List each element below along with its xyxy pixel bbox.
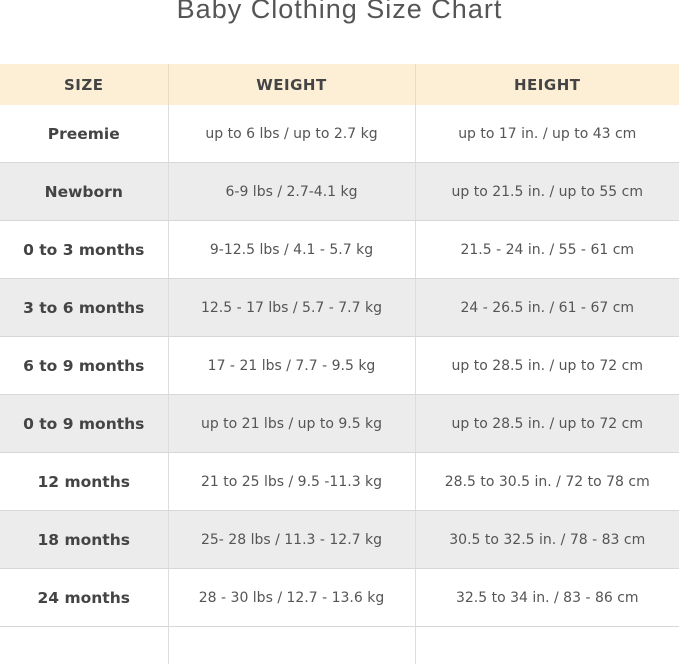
weight-cell: 21 to 25 lbs / 9.5 -11.3 kg <box>168 453 415 511</box>
empty-cell <box>415 627 679 664</box>
height-cell: up to 17 in. / up to 43 cm <box>415 105 679 163</box>
size-cell: Preemie <box>0 105 168 163</box>
header-weight: WEIGHT <box>168 64 415 105</box>
empty-cell <box>0 627 168 664</box>
weight-cell: 6-9 lbs / 2.7-4.1 kg <box>168 163 415 221</box>
weight-cell: 9-12.5 lbs / 4.1 - 5.7 kg <box>168 221 415 279</box>
size-cell: Newborn <box>0 163 168 221</box>
size-cell: 6 to 9 months <box>0 337 168 395</box>
header-row: SIZE WEIGHT HEIGHT <box>0 64 679 105</box>
page-title: Baby Clothing Size Chart <box>0 0 679 25</box>
height-cell: 21.5 - 24 in. / 55 - 61 cm <box>415 221 679 279</box>
height-cell: 32.5 to 34 in. / 83 - 86 cm <box>415 569 679 627</box>
size-cell: 12 months <box>0 453 168 511</box>
size-cell: 0 to 9 months <box>0 395 168 453</box>
height-cell: up to 28.5 in. / up to 72 cm <box>415 337 679 395</box>
weight-cell: up to 21 lbs / up to 9.5 kg <box>168 395 415 453</box>
height-cell: 28.5 to 30.5 in. / 72 to 78 cm <box>415 453 679 511</box>
empty-row <box>0 627 679 664</box>
height-cell: 24 - 26.5 in. / 61 - 67 cm <box>415 279 679 337</box>
weight-cell: 12.5 - 17 lbs / 5.7 - 7.7 kg <box>168 279 415 337</box>
weight-cell: 28 - 30 lbs / 12.7 - 13.6 kg <box>168 569 415 627</box>
height-cell: 30.5 to 32.5 in. / 78 - 83 cm <box>415 511 679 569</box>
header-height: HEIGHT <box>415 64 679 105</box>
height-cell: up to 28.5 in. / up to 72 cm <box>415 395 679 453</box>
weight-cell: 17 - 21 lbs / 7.7 - 9.5 kg <box>168 337 415 395</box>
size-cell: 24 months <box>0 569 168 627</box>
header-size: SIZE <box>0 64 168 105</box>
height-cell: up to 21.5 in. / up to 55 cm <box>415 163 679 221</box>
size-cell: 0 to 3 months <box>0 221 168 279</box>
empty-cell <box>168 627 415 664</box>
weight-cell: up to 6 lbs / up to 2.7 kg <box>168 105 415 163</box>
size-cell: 18 months <box>0 511 168 569</box>
size-cell: 3 to 6 months <box>0 279 168 337</box>
weight-cell: 25- 28 lbs / 11.3 - 12.7 kg <box>168 511 415 569</box>
